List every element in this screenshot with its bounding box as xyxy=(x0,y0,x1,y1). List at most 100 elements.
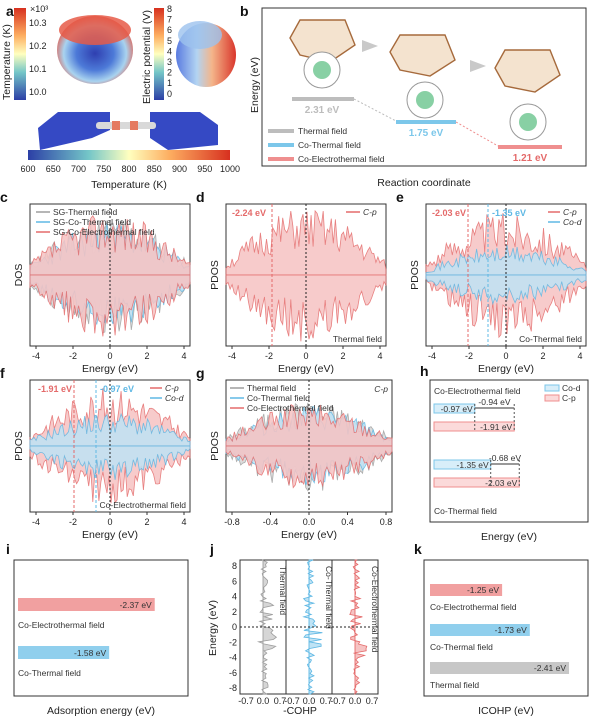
c-xtick: 2 xyxy=(144,351,149,361)
f-legend-cp: C-p xyxy=(165,383,179,393)
b-leg-2: Co-Electrothermal field xyxy=(298,154,385,164)
panel-c-label: c xyxy=(0,189,8,205)
g-xtick: 0.8 xyxy=(380,517,393,527)
d-field-tag: Thermal field xyxy=(333,334,382,344)
f-xtick: -4 xyxy=(32,517,40,527)
j-ytick: 4 xyxy=(232,592,237,602)
i-bar-value: -1.58 eV xyxy=(74,648,106,658)
j-xtick: 0.7 xyxy=(366,696,379,706)
arrow-1 xyxy=(362,40,378,52)
h-leg-cp: C-p xyxy=(562,393,576,403)
cb2-tick: 8 xyxy=(167,4,172,14)
h-bar-cod-label: -0.97 eV xyxy=(441,404,473,414)
connector-2 xyxy=(455,121,499,147)
j-ytick: -2 xyxy=(229,637,237,647)
c-xtick: 0 xyxy=(107,351,112,361)
g-xtick: -0.4 xyxy=(263,517,279,527)
g-xtick: 0.0 xyxy=(303,517,316,527)
panel-f-xlabel: Energy (eV) xyxy=(82,529,138,541)
panel-i-xlabel: Adsorption energy (eV) xyxy=(47,705,155,717)
panel-h-xlabel: Energy (eV) xyxy=(481,531,537,543)
panel-g-ylabel: PDOS xyxy=(209,431,221,461)
level-thermal xyxy=(292,97,354,101)
f-xtick: 2 xyxy=(144,517,149,527)
cylinder-top xyxy=(59,15,131,45)
panel-e-xlabel: Energy (eV) xyxy=(478,363,534,375)
j-xtick: -0.7 xyxy=(330,696,346,706)
g-xtick: -0.8 xyxy=(224,517,240,527)
cb3-tick: 1000 xyxy=(220,164,240,174)
j-ytick: -8 xyxy=(229,683,237,693)
c-legend-entry: SG-Thermal field xyxy=(53,207,118,217)
panel-g-label: g xyxy=(196,365,205,381)
h-bar-cod-label: -1.35 eV xyxy=(457,460,489,470)
panel-d-ylabel: PDOS xyxy=(209,260,221,290)
i-bar xyxy=(18,646,110,659)
cb2-title: Electric potential (V) xyxy=(141,10,153,104)
d-xtick: 0 xyxy=(303,351,308,361)
panel-j-ylabel: Energy (eV) xyxy=(207,600,219,656)
d-dos-up-0 xyxy=(225,209,387,276)
device-rod-hot-2 xyxy=(130,121,138,130)
k-bar-value: -1.25 eV xyxy=(467,585,499,595)
d-xtick: -2 xyxy=(265,351,273,361)
f-field-tag: Co-Electrothermal field xyxy=(100,500,187,510)
panel-k-frame xyxy=(423,559,589,697)
cb1-tick: 10.2 xyxy=(29,41,47,51)
molecule-2 xyxy=(389,34,456,119)
cb3-ticks: 600 650 700 750 800 850 900 950 1000 xyxy=(20,164,240,174)
panel-f-label: f xyxy=(0,365,5,381)
f-dos-up-1 xyxy=(29,412,191,447)
potential-colorbar xyxy=(154,8,164,100)
panel-e-ylabel: PDOS xyxy=(409,260,421,290)
k-bar-name: Thermal field xyxy=(430,680,479,690)
cb2-tick: 2 xyxy=(167,68,172,78)
cb3-tick: 800 xyxy=(121,164,136,174)
e-legend-cp: C-p xyxy=(563,207,577,217)
panel-d-label: d xyxy=(196,189,205,205)
cb1-tick: 10.3 xyxy=(29,18,47,28)
panel-k-xlabel: ICOHP (eV) xyxy=(478,705,534,717)
k-bar xyxy=(430,584,503,596)
panel-b-frame xyxy=(261,7,587,167)
panel-b: b Energy (eV) Reaction coordinate 2.31 e… xyxy=(240,3,587,189)
f-annotation-1: -1.91 eV xyxy=(38,384,72,394)
molecule-3 xyxy=(494,49,561,141)
panel-k: k -1.25 eV Co-Electrothermal field -1.73 e… xyxy=(414,541,589,717)
cb1-ticks: 10.3 10.2 10.1 10.0 xyxy=(29,18,47,97)
k-bar xyxy=(430,624,530,636)
cb1-title: Temperature (K) xyxy=(1,24,13,100)
panel-k-label: k xyxy=(414,541,422,557)
k-bar-value: -2.41 eV xyxy=(534,663,566,673)
level-co-electrothermal-value: 1.21 eV xyxy=(513,153,548,164)
e-field-tag: Co-Thermal field xyxy=(519,334,582,344)
d-xtick: 2 xyxy=(340,351,345,361)
panel-j-label: j xyxy=(209,541,214,557)
panel-a-label: a xyxy=(6,3,14,19)
g-legend-entry: Co-Thermal field xyxy=(247,393,310,403)
i-bars: -2.37 eV Co-Electrothermal field -1.58 eV C… xyxy=(18,598,155,678)
j-column-label: Co-Electrothermal field xyxy=(370,566,380,653)
h-leg-cod: Co-d xyxy=(562,383,581,393)
cb3-title: Temperature (K) xyxy=(91,179,167,191)
j-xtick: 0.0 xyxy=(257,696,270,706)
f-annotation-2: -0.97 eV xyxy=(100,384,134,394)
panel-h: h Co-Electrothermal field Co-d C-p -0.97… xyxy=(420,363,589,543)
panel-j-xlabel: -COHP xyxy=(283,705,317,717)
f-xtick: -2 xyxy=(69,517,77,527)
j-xtick: -0.7 xyxy=(284,696,300,706)
f-xtick: 0 xyxy=(107,517,112,527)
e-annotation-2: -1.35 eV xyxy=(492,208,526,218)
cb3-tick: 900 xyxy=(172,164,187,174)
panel-i: i -2.37 eV Co-Electrothermal field -1.58 e… xyxy=(6,541,189,717)
cb3-tick: 850 xyxy=(147,164,162,174)
c-xtick: -4 xyxy=(32,351,40,361)
cb3-tick: 950 xyxy=(197,164,212,174)
panel-j: j Energy (eV) 8 6 4 2 0 -2 -4 -6 -8 Thermal field… xyxy=(207,541,380,717)
j-xtick: 0.7 xyxy=(274,696,287,706)
panel-e-label: e xyxy=(396,189,404,205)
j-ytick: 6 xyxy=(232,576,237,586)
